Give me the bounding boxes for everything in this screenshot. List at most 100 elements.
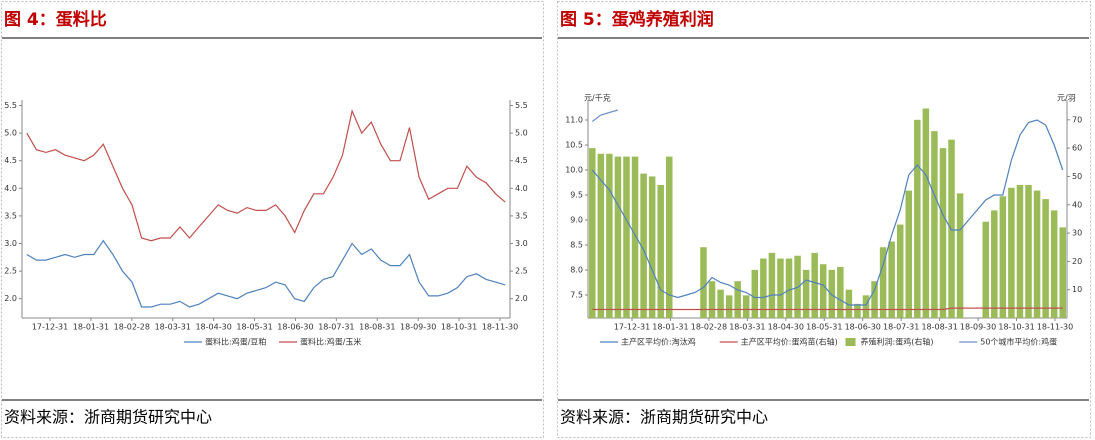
- y2-tick-label: 2.5: [515, 267, 528, 276]
- bar: [1008, 187, 1015, 318]
- x-tick-label: 18-03-31: [729, 323, 765, 332]
- legend-label: 蛋料比:鸡蛋/玉米: [300, 337, 361, 347]
- chart-title: 图 4：蛋料比: [4, 9, 107, 30]
- bar: [802, 269, 810, 318]
- y-tick-label: 3.5: [4, 211, 17, 220]
- bar: [939, 148, 947, 318]
- bar: [837, 267, 844, 318]
- y-tick-label: 8.5: [570, 241, 583, 250]
- x-tick-label: 18-04-30: [768, 323, 804, 332]
- bar: [597, 153, 605, 318]
- bar: [589, 148, 596, 318]
- bar: [768, 252, 776, 318]
- y2-tick-label: 20: [1072, 257, 1082, 266]
- y-tick-label: 11.0: [565, 116, 583, 125]
- bar: [734, 281, 741, 318]
- x-tick-label: 17-12-31: [32, 323, 68, 332]
- bar: [905, 190, 913, 318]
- x-tick-label: 18-05-31: [806, 323, 842, 332]
- bar: [888, 241, 895, 318]
- bar: [1025, 184, 1032, 318]
- bar: [751, 269, 759, 318]
- x-tick-label: 18-07-31: [318, 323, 354, 332]
- x-tick-label: 17-12-31: [614, 323, 650, 332]
- line: [26, 239, 506, 308]
- bar: [1016, 184, 1024, 318]
- y-tick-label: 4.5: [4, 156, 17, 165]
- bar: [777, 258, 784, 318]
- line: [592, 307, 1063, 311]
- line: [591, 109, 619, 122]
- y-tick-label: 10.0: [565, 166, 583, 175]
- y-tick-label: 9.0: [570, 216, 583, 225]
- legend-swatch: [845, 338, 856, 346]
- y2-tick-label: 2.0: [515, 294, 528, 303]
- bar: [819, 264, 827, 318]
- bar: [896, 224, 904, 318]
- bar: [982, 221, 989, 318]
- y2-tick-label: 3.0: [515, 239, 528, 248]
- source: 资料来源：浙商期货研究中心: [560, 408, 768, 427]
- bar: [828, 269, 836, 318]
- legend-label: 50个城市平均价:鸡蛋: [980, 337, 1057, 347]
- y2-tick-label: 70: [1072, 115, 1082, 124]
- legend-label: 养殖利润:蛋鸡(右轴): [861, 337, 934, 347]
- x-tick-label: 18-05-31: [236, 323, 272, 332]
- bar: [700, 247, 707, 318]
- x-tick-label: 18-08-31: [359, 323, 395, 332]
- bar: [640, 173, 647, 318]
- bar: [1033, 190, 1041, 318]
- legend-label: 主产区平均价:蛋鸡苗(右轴): [741, 337, 838, 347]
- y-axis-label: 元/千克: [584, 93, 611, 103]
- bar: [811, 252, 818, 318]
- bar: [760, 258, 767, 318]
- y2-tick-label: 4.5: [515, 156, 528, 165]
- bar: [914, 119, 921, 319]
- x-tick-label: 18-07-31: [883, 323, 919, 332]
- bar: [991, 210, 998, 318]
- bar: [606, 153, 613, 318]
- bar: [708, 281, 716, 318]
- legend-label: 主产区平均价:淘汰鸡: [621, 337, 696, 347]
- y2-tick-label: 4.0: [515, 184, 528, 193]
- y-tick-label: 2.5: [4, 267, 17, 276]
- bar: [845, 289, 853, 318]
- bar: [854, 303, 861, 318]
- x-tick-label: 18-04-30: [195, 323, 231, 332]
- bar: [922, 108, 930, 319]
- bar: [648, 176, 656, 318]
- bar: [999, 196, 1007, 318]
- y-tick-label: 4.0: [4, 184, 17, 193]
- x-tick-label: 18-01-31: [73, 323, 109, 332]
- line: [591, 119, 1064, 306]
- x-tick-label: 18-10-31: [441, 323, 477, 332]
- x-tick-label: 18-08-31: [921, 323, 957, 332]
- y2-tick-label: 50: [1072, 172, 1082, 181]
- bar: [623, 156, 630, 318]
- bar: [614, 156, 622, 318]
- chart-title: 图 5：蛋鸡养殖利润: [560, 9, 714, 30]
- bar: [931, 131, 938, 318]
- y-tick-label: 10.5: [565, 141, 583, 150]
- source: 资料来源：浙商期货研究中心: [4, 408, 212, 427]
- panel-border: [557, 1, 1091, 438]
- y-tick-label: 5.5: [4, 101, 17, 110]
- y2-tick-label: 5.5: [515, 101, 528, 110]
- x-tick-label: 18-11-30: [1037, 323, 1073, 332]
- bar: [871, 281, 878, 318]
- y2-tick-label: 3.5: [515, 211, 528, 220]
- bar: [742, 295, 750, 318]
- x-tick-label: 18-03-31: [155, 323, 191, 332]
- y2-tick-label: 30: [1072, 229, 1082, 238]
- x-tick-label: 18-09-30: [400, 323, 436, 332]
- line: [26, 109, 506, 242]
- bar: [879, 247, 887, 318]
- bar: [717, 289, 724, 318]
- bar: [956, 193, 964, 318]
- x-tick-label: 18-10-31: [998, 323, 1034, 332]
- bar: [725, 295, 733, 318]
- y-tick-label: 2.0: [4, 294, 17, 303]
- panel-border: [1, 1, 544, 438]
- bar: [1059, 227, 1066, 318]
